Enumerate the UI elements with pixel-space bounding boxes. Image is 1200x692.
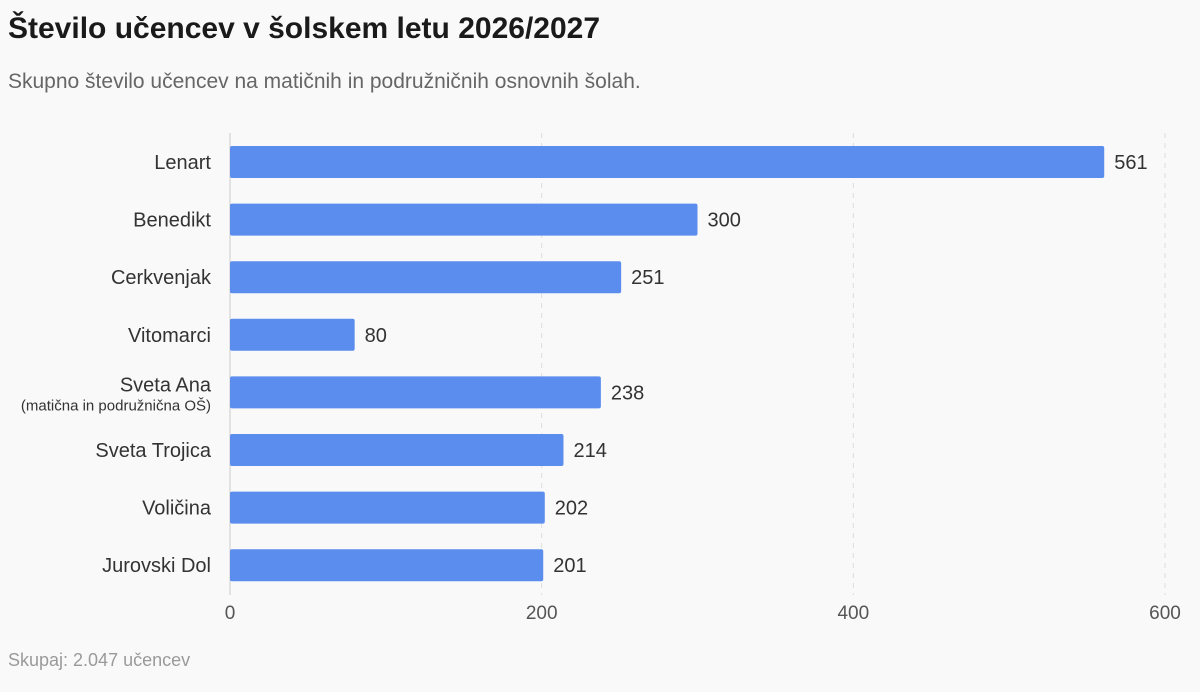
category-label: Voličina [142,498,212,520]
bar [230,491,545,524]
category-label: Vitomarci [128,325,211,347]
bar [230,549,544,582]
chart-title: Število učencev v šolskem letu 2026/2027 [8,12,601,45]
value-label: 251 [631,267,664,289]
x-tick-label: 400 [837,603,869,624]
category-label: Jurovski Dol [102,555,211,577]
bar [230,376,601,409]
value-label: 561 [1114,152,1147,174]
chart-subtitle: Skupno število učencev na matičnih in po… [8,70,641,93]
value-label: 300 [708,210,741,232]
category-label: Sveta Trojica [95,440,211,462]
value-label: 80 [365,325,387,347]
category-label: Cerkvenjak [111,267,212,289]
bar [230,318,355,351]
total-footnote: Skupaj: 2.047 učencev [8,650,191,670]
x-tick-label: 200 [526,603,558,624]
value-label: 214 [573,440,606,462]
x-tick-label: 600 [1149,603,1181,624]
category-label: Lenart [154,152,211,174]
x-tick-label: 0 [225,603,236,624]
value-label: 202 [555,498,588,520]
value-label: 201 [553,555,586,577]
value-label: 238 [611,382,644,404]
category-label: Sveta Ana [120,374,212,396]
bar [230,434,564,466]
bar [230,203,698,236]
bar [230,146,1105,178]
category-label: Benedikt [133,210,211,232]
category-sublabel: (matična in podružnična OŠ) [21,397,211,414]
bar [230,261,622,294]
